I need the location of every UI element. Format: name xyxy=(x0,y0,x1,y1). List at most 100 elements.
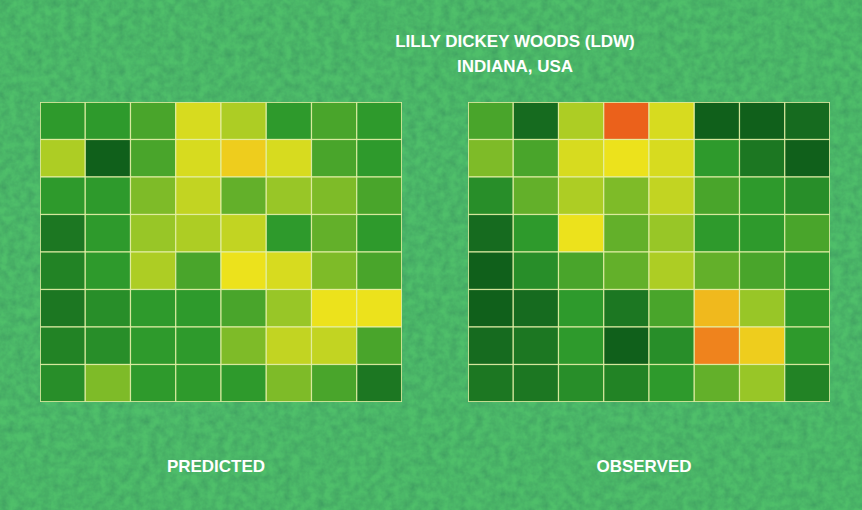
cell xyxy=(131,215,176,253)
cell xyxy=(785,177,830,215)
cell xyxy=(604,177,649,215)
cell xyxy=(266,215,311,253)
cell xyxy=(649,327,694,365)
cell xyxy=(40,140,85,178)
cell xyxy=(312,215,357,253)
cell xyxy=(649,290,694,328)
cell xyxy=(40,252,85,290)
cell xyxy=(176,327,221,365)
cell xyxy=(131,140,176,178)
cell xyxy=(357,365,402,403)
cell xyxy=(266,327,311,365)
cell xyxy=(740,290,785,328)
grid-frame xyxy=(40,102,402,402)
cell xyxy=(740,140,785,178)
cell xyxy=(266,252,311,290)
cell xyxy=(131,290,176,328)
cell xyxy=(649,102,694,140)
cell xyxy=(221,252,266,290)
cell xyxy=(785,365,830,403)
cell xyxy=(357,290,402,328)
background xyxy=(0,0,862,510)
cell xyxy=(85,215,130,253)
cell xyxy=(131,102,176,140)
cell xyxy=(266,102,311,140)
cell xyxy=(694,215,739,253)
cell xyxy=(468,177,513,215)
cell xyxy=(559,252,604,290)
cell xyxy=(694,252,739,290)
heatmap-cells xyxy=(40,102,402,402)
cell xyxy=(694,140,739,178)
cell xyxy=(559,365,604,403)
cell xyxy=(468,140,513,178)
cell xyxy=(357,252,402,290)
cell xyxy=(312,177,357,215)
cell xyxy=(604,102,649,140)
cell xyxy=(221,215,266,253)
canvas: LILLY DICKEY WOODS (LDW) INDIANA, USA PRED… xyxy=(0,0,862,510)
cell xyxy=(131,177,176,215)
cell xyxy=(468,252,513,290)
cell xyxy=(85,252,130,290)
cell xyxy=(176,252,221,290)
cell xyxy=(221,102,266,140)
cell xyxy=(513,290,558,328)
cell xyxy=(312,327,357,365)
cell xyxy=(740,177,785,215)
cell xyxy=(221,177,266,215)
cell xyxy=(649,215,694,253)
cell xyxy=(785,140,830,178)
cell xyxy=(40,177,85,215)
cell xyxy=(559,215,604,253)
cell xyxy=(357,327,402,365)
cell xyxy=(131,252,176,290)
cell xyxy=(559,290,604,328)
cell xyxy=(85,140,130,178)
cell xyxy=(559,327,604,365)
cell xyxy=(312,102,357,140)
cell xyxy=(785,252,830,290)
cell xyxy=(176,215,221,253)
cell xyxy=(740,252,785,290)
cell xyxy=(468,365,513,403)
foliage-texture xyxy=(0,0,862,510)
cell xyxy=(176,102,221,140)
cell xyxy=(85,102,130,140)
cell xyxy=(221,327,266,365)
cell xyxy=(357,140,402,178)
cell xyxy=(221,140,266,178)
cell xyxy=(740,102,785,140)
subtitle: INDIANA, USA xyxy=(457,57,573,76)
cell xyxy=(85,365,130,403)
panel-title: PREDICTED xyxy=(167,457,265,476)
cell xyxy=(513,365,558,403)
cell xyxy=(85,290,130,328)
cell xyxy=(785,215,830,253)
cell xyxy=(85,177,130,215)
cell xyxy=(513,140,558,178)
cell xyxy=(176,365,221,403)
cell xyxy=(266,290,311,328)
cell xyxy=(468,290,513,328)
cell xyxy=(40,290,85,328)
cell xyxy=(131,365,176,403)
cell xyxy=(40,102,85,140)
title: LILLY DICKEY WOODS (LDW) xyxy=(395,32,635,51)
heatmap-cells xyxy=(468,102,830,402)
cell xyxy=(85,327,130,365)
cell xyxy=(649,252,694,290)
cell xyxy=(649,140,694,178)
cell xyxy=(604,215,649,253)
cell xyxy=(604,252,649,290)
grid-frame xyxy=(468,102,830,402)
cell xyxy=(694,290,739,328)
cell xyxy=(513,215,558,253)
cell xyxy=(694,177,739,215)
cell xyxy=(266,365,311,403)
cell xyxy=(357,215,402,253)
cell xyxy=(176,177,221,215)
cell xyxy=(312,252,357,290)
cell xyxy=(785,327,830,365)
cell xyxy=(604,365,649,403)
